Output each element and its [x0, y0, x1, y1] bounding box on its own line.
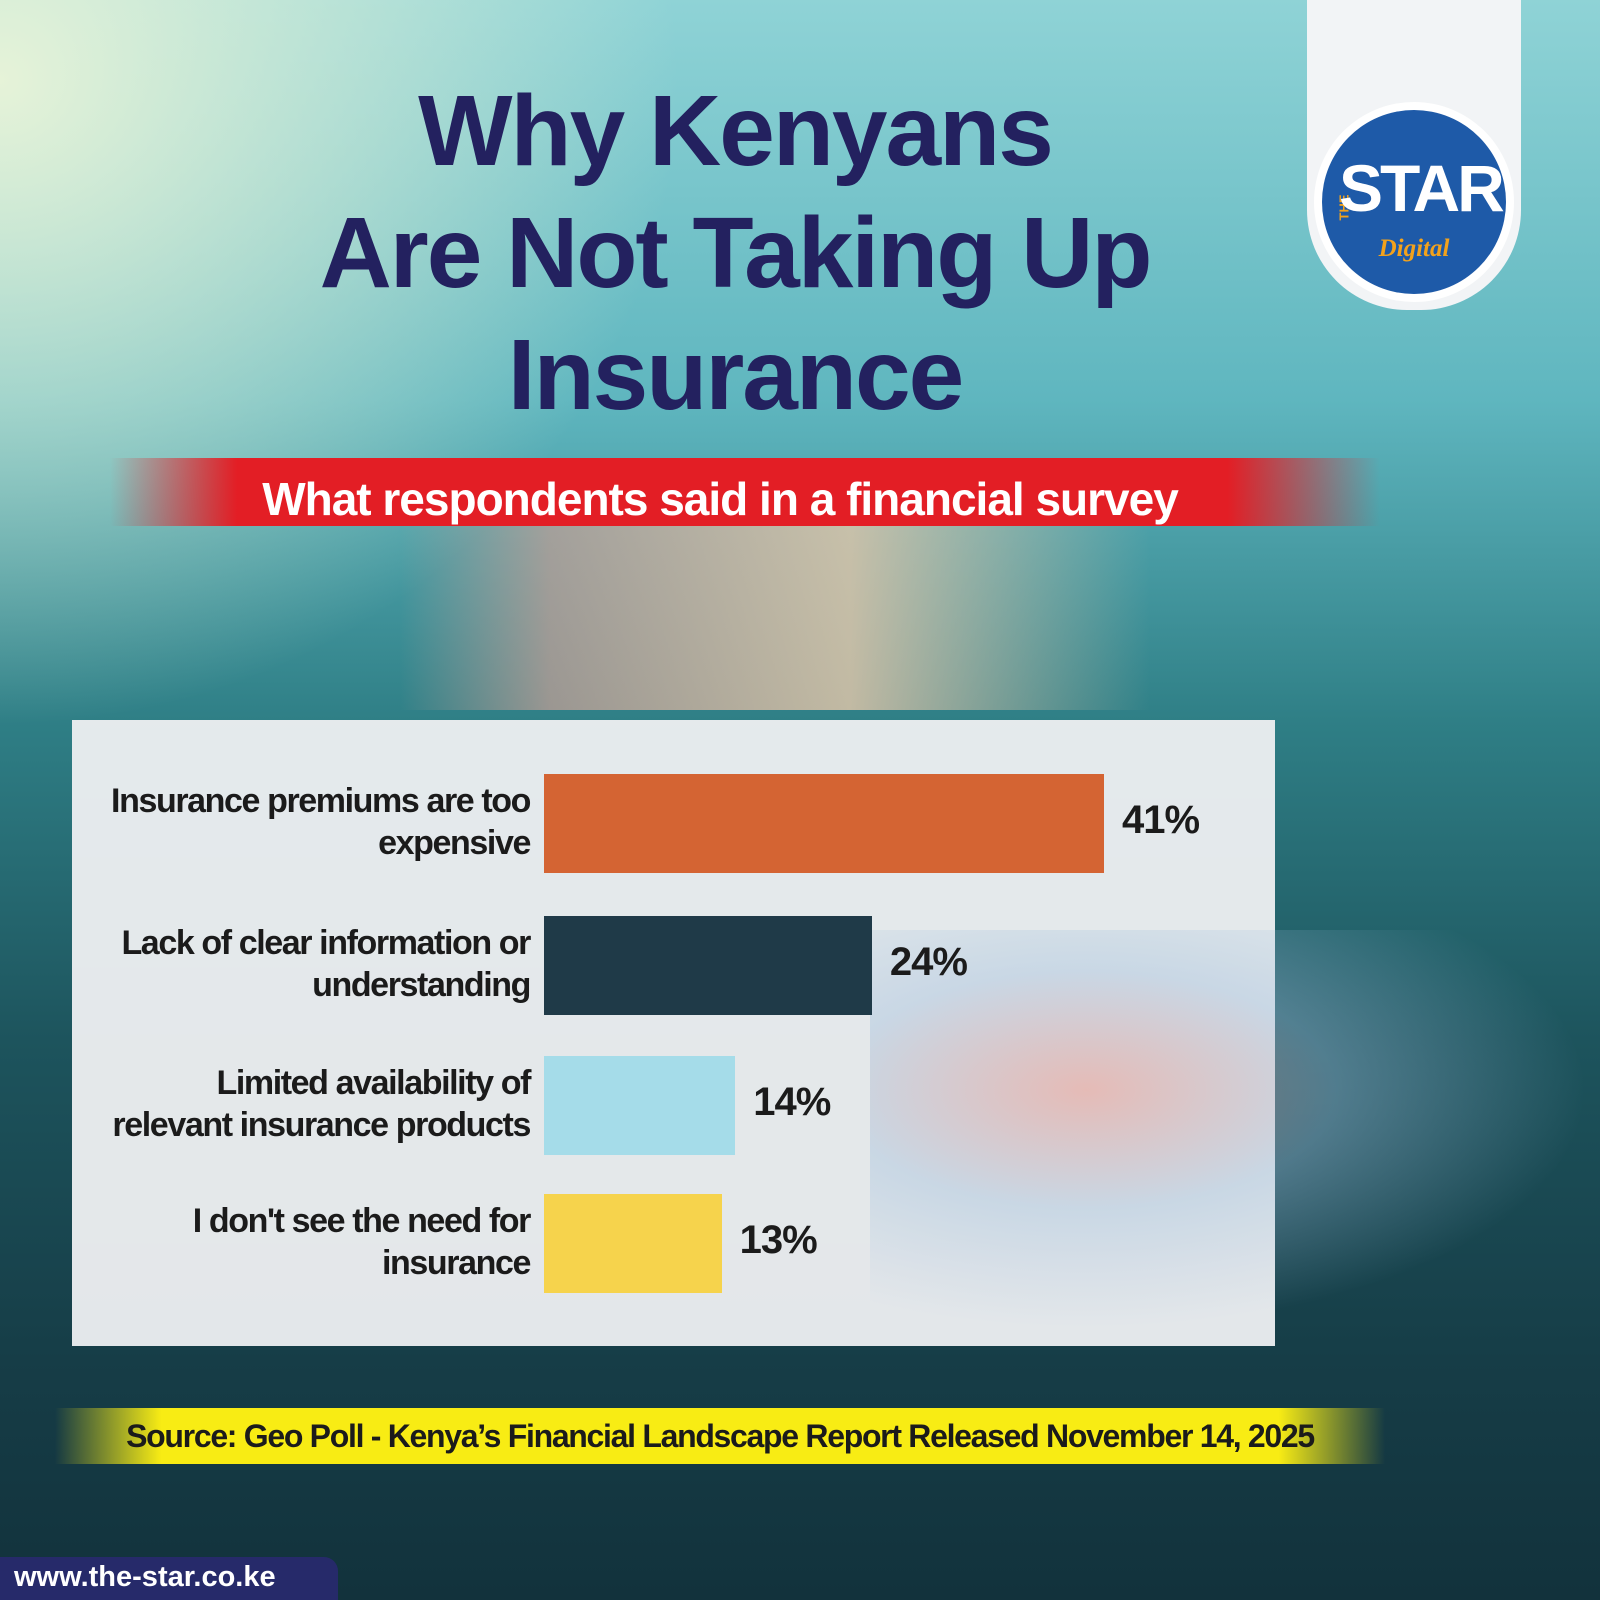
value-label: 24% [889, 940, 968, 984]
website-tab [0, 1557, 338, 1600]
logo-suffix: Digital [1378, 235, 1450, 262]
bar [544, 774, 1105, 873]
value-label: 13% [739, 1218, 818, 1262]
chart-title-line: Why Kenyans [418, 75, 1054, 187]
subtitle-band [110, 458, 1380, 526]
chart-title-line: Are Not Taking Up [319, 197, 1153, 309]
chart-title-line: Insurance [507, 319, 964, 431]
bar [544, 1194, 722, 1293]
bar [544, 916, 872, 1015]
source: Source: Geo Poll - Kenya’s Financial Lan… [126, 1418, 1315, 1454]
source-band [55, 1408, 1385, 1464]
background-photo [400, 525, 1150, 710]
category-label: Lack of clear information or understandi… [121, 924, 531, 1004]
background-photo [870, 930, 1590, 1330]
logo [1322, 110, 1506, 294]
bar [544, 1056, 736, 1155]
logo-name: STAR [1339, 151, 1505, 225]
chart-title: Why Kenyans Are Not Taking Up Insurance [200, 70, 1270, 436]
category-label: I don't see the need for insurance [192, 1202, 532, 1282]
value-label: 14% [753, 1080, 831, 1124]
chart-subtitle: What respondents said in a financial sur… [262, 473, 1179, 525]
website: www.the-star.co.ke [14, 1561, 276, 1593]
value-label: 41% [1122, 798, 1200, 842]
category-label: Insurance premiums are too expensive [111, 782, 531, 862]
category-label: Limited availability of relevant insuran… [112, 1064, 531, 1144]
